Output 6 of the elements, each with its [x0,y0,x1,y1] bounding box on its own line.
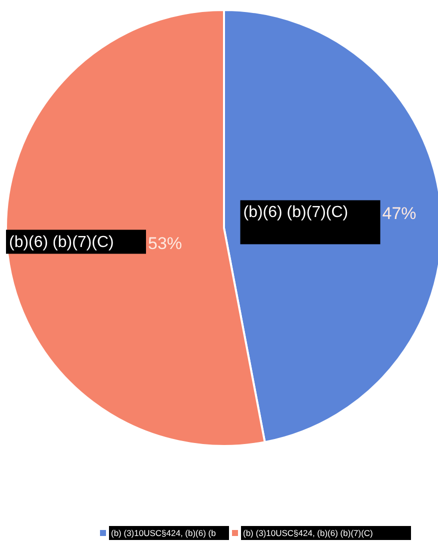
data-label: 53% [148,234,182,253]
text: (b)(6) (b)(7)(C) [243,204,348,222]
data-label: 47% [382,204,416,224]
text: (b)(6) (b)(7)(C) [9,234,114,251]
legend-label: (b) (3)10USC§424, (b)(6) (b [111,528,216,538]
legend-label: (b) (3)10USC§424, (b)(6) (b)(7)(C) [243,528,374,538]
